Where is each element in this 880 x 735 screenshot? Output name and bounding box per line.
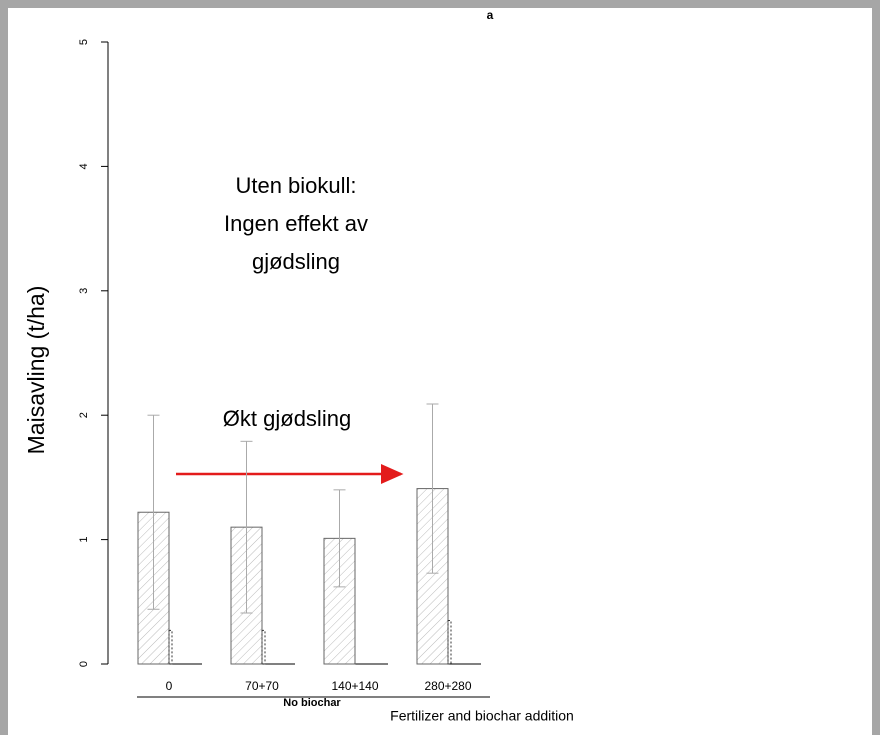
bar (447, 619, 452, 665)
group-label: No biochar (283, 697, 341, 709)
x-tick-label: 140+140 (331, 679, 378, 693)
x-tick-label: 280+280 (424, 679, 471, 693)
bar (261, 629, 266, 665)
x-tick-label: 70+70 (245, 679, 279, 693)
annotation: Uten biokull: (235, 173, 356, 198)
x-tick-label: 0 (166, 679, 173, 693)
y-tick-label: 3 (78, 288, 90, 294)
annotation: Ingen effekt av (224, 211, 368, 236)
annotation: Økt gjødsling (223, 406, 351, 431)
y-tick-label: 4 (78, 163, 90, 169)
bar (168, 629, 173, 665)
y-axis-label: Maisavling (t/ha) (23, 286, 49, 455)
y-tick-label: 2 (78, 412, 90, 418)
annotation: gjødsling (252, 249, 340, 274)
x-axis-label: Fertilizer and biochar addition (390, 708, 574, 724)
chart-title: a (487, 8, 494, 22)
y-tick-label: 0 (78, 661, 90, 667)
chart: a Maisavling (t/ha) Uten biokull: Ingen … (8, 8, 872, 735)
y-tick-label: 5 (78, 39, 90, 45)
y-tick-label: 1 (78, 537, 90, 543)
